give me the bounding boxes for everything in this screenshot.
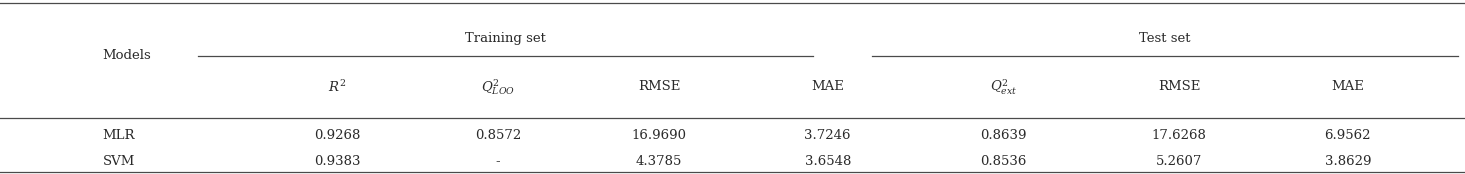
- Text: 3.8629: 3.8629: [1324, 155, 1371, 168]
- Text: Test set: Test set: [1138, 32, 1191, 45]
- Text: 4.3785: 4.3785: [636, 155, 683, 168]
- Text: 6.9562: 6.9562: [1324, 129, 1371, 142]
- Text: RMSE: RMSE: [1159, 81, 1200, 93]
- Text: 0.9383: 0.9383: [314, 155, 360, 168]
- Text: 0.8572: 0.8572: [475, 129, 522, 142]
- Text: 0.8536: 0.8536: [980, 155, 1027, 168]
- Text: Models: Models: [103, 49, 151, 62]
- Text: 16.9690: 16.9690: [631, 129, 687, 142]
- Text: MAE: MAE: [812, 81, 844, 93]
- Text: 5.2607: 5.2607: [1156, 155, 1203, 168]
- Text: Training set: Training set: [464, 32, 546, 45]
- Text: $Q^2_{LOO}$: $Q^2_{LOO}$: [481, 77, 516, 97]
- Text: $Q^2_{ext}$: $Q^2_{ext}$: [990, 77, 1017, 97]
- Text: $R^2$: $R^2$: [328, 79, 346, 95]
- Text: MAE: MAE: [1332, 81, 1364, 93]
- Text: RMSE: RMSE: [639, 81, 680, 93]
- Text: SVM: SVM: [103, 155, 135, 168]
- Text: 0.8639: 0.8639: [980, 129, 1027, 142]
- Text: 3.7246: 3.7246: [804, 129, 851, 142]
- Text: 17.6268: 17.6268: [1151, 129, 1207, 142]
- Text: MLR: MLR: [103, 129, 135, 142]
- Text: 3.6548: 3.6548: [804, 155, 851, 168]
- Text: -: -: [495, 155, 501, 168]
- Text: 0.9268: 0.9268: [314, 129, 360, 142]
